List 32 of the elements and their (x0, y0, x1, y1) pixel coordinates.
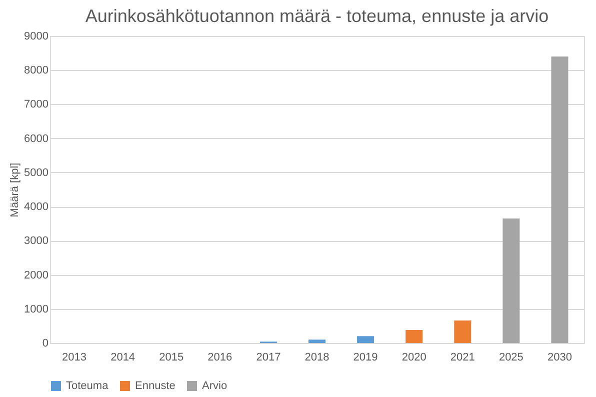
x-tick-label: 2020 (402, 352, 426, 364)
y-tick-label: 9000 (24, 30, 48, 42)
bar (454, 320, 472, 343)
x-tick-label: 2030 (547, 352, 572, 364)
chart-title: Aurinkosähkötuotannon määrä - toteuma, ennuste ja arvio (85, 6, 549, 26)
x-tick-label: 2019 (353, 352, 378, 364)
y-tick-label: 5000 (24, 166, 48, 179)
legend-label: Toteuma (66, 380, 110, 392)
y-tick-label: 8000 (24, 64, 48, 77)
legend-label: Arvio (202, 380, 228, 392)
bar (406, 330, 423, 343)
x-tick-label: 2013 (62, 352, 87, 364)
y-tick-label: 6000 (24, 132, 48, 145)
y-tick-label: 4000 (24, 201, 48, 214)
bar (357, 336, 374, 343)
y-tick-label: 3000 (24, 235, 48, 248)
x-tick-label: 2015 (159, 352, 184, 364)
bar (551, 56, 568, 343)
bar (308, 340, 326, 343)
x-tick-label: 2018 (304, 352, 330, 364)
y-tick-label: 2000 (24, 269, 48, 282)
x-tick-label: 2017 (256, 352, 281, 364)
x-tick-label: 2014 (110, 352, 136, 364)
legend-label: Ennuste (135, 380, 176, 392)
x-tick-label: 2021 (450, 352, 475, 364)
y-tick-label: 0 (42, 338, 48, 350)
bar (502, 218, 520, 343)
y-tick-label: 1000 (24, 303, 48, 316)
x-tick-label: 2016 (208, 352, 232, 364)
y-tick-label: 7000 (24, 98, 48, 111)
x-tick-label: 2025 (498, 352, 524, 364)
y-axis-title: Määrä [kpl] (9, 162, 22, 218)
